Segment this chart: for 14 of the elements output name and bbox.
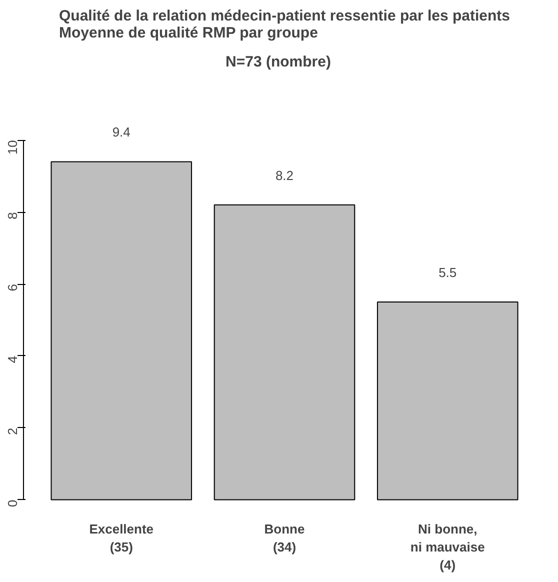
data-label: 5.5 [438,264,457,280]
chart-title: Qualité de la relation médecin-patient ressentie par les patients Moyenne de qualité RMP par groupe [59,8,510,42]
y-tick-label: 0 [5,500,20,507]
y-tick-label: 8 [5,212,20,220]
x-tick-label: Excellente (35) [89,522,154,554]
y-tick-label: 4 [5,356,20,364]
y-tick-label: 6 [5,284,20,292]
data-label: 9.4 [112,124,130,140]
y-tick-label: 2 [5,428,20,436]
chart-subtitle: N=73 (nombre) [226,54,331,70]
y-tick-label: 10 [5,140,20,155]
data-label: 8.2 [275,168,294,183]
x-tick-label: Bonne (34) [264,522,305,554]
x-tick-label: Ni bonne, ni mauvaise (4) [410,522,485,572]
